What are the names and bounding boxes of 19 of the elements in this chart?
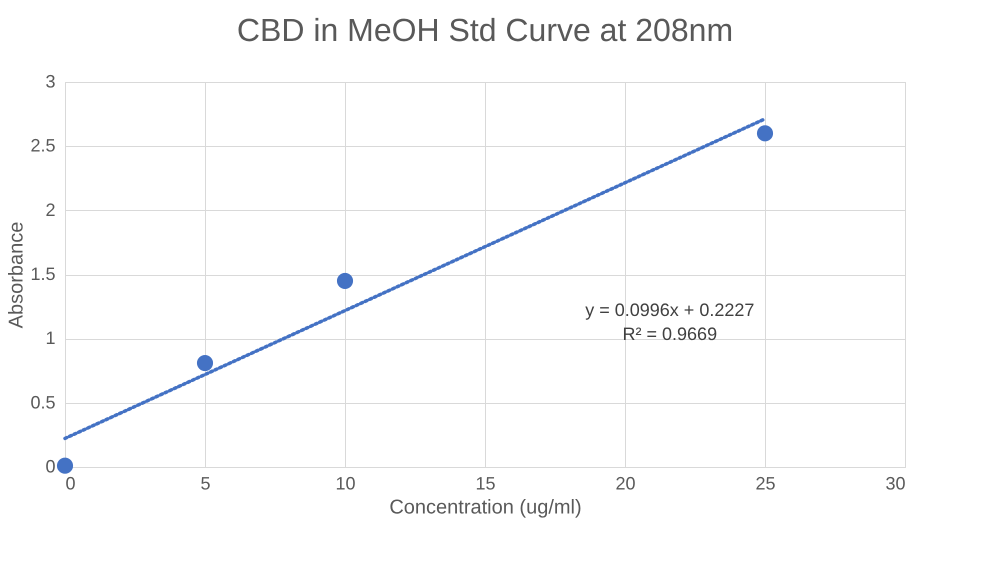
y-tick-label: 1.5 <box>30 264 56 284</box>
y-tick-label: 0 <box>45 456 56 476</box>
x-tick-label: 10 <box>335 474 356 494</box>
annotation: y = 0.0996x + 0.2227 <box>585 300 754 320</box>
x-tick-label: 0 <box>66 474 76 494</box>
x-tick-label: 20 <box>615 474 636 494</box>
x-tick-label: 15 <box>475 474 496 494</box>
y-tick-label: 0.5 <box>30 392 56 412</box>
y-tick-label: 1 <box>45 328 56 348</box>
y-tick-label: 2 <box>45 200 56 220</box>
x-tick-label: 25 <box>755 474 776 494</box>
x-tick-label: 30 <box>885 474 906 494</box>
y-tick-label: 3 <box>45 72 56 92</box>
chart-title: CBD in MeOH Std Curve at 208nm <box>236 12 734 48</box>
annotation: R² = 0.9669 <box>622 324 718 344</box>
x-axis-title: Concentration (ug/ml) <box>389 496 582 518</box>
y-tick-label: 2.5 <box>30 136 56 156</box>
y-axis-title: Absorbance <box>5 222 28 328</box>
x-tick-label: 5 <box>200 474 211 494</box>
